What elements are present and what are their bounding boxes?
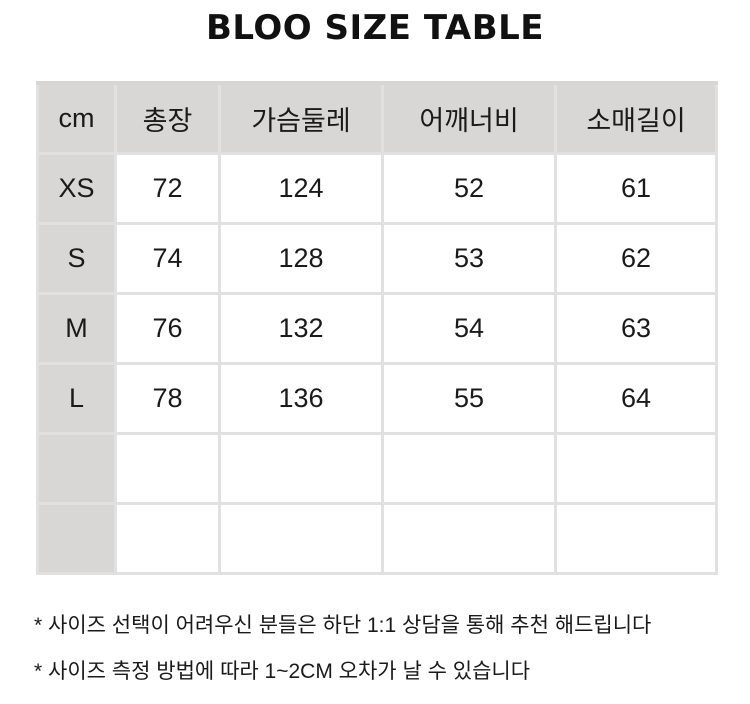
measurement-cell: 63 [554,292,718,365]
size-label-cell [36,502,117,575]
measurement-cell [218,502,384,575]
measurement-cell: 62 [554,222,718,295]
table-row: L 78 136 55 64 [36,362,718,435]
measurement-cell: 72 [114,152,221,225]
header-cell: 소매길이 [554,81,718,155]
table-row [36,432,718,505]
measurement-cell: 78 [114,362,221,435]
measurement-cell: 64 [554,362,718,435]
header-cell: cm [36,81,117,155]
size-label-cell: S [36,222,117,295]
header-cell: 가슴둘레 [218,81,384,155]
note-measurement-error: * 사이즈 측정 방법에 따라 1~2CM 오차가 날 수 있습니다 [34,660,531,683]
measurement-cell [218,432,384,505]
table-row: S 74 128 53 62 [36,222,718,295]
table-row: M 76 132 54 63 [36,292,718,365]
table-header-row: cm 총장 가슴둘레 어깨너비 소매길이 [36,81,718,155]
notes: * 사이즈 선택이 어려우신 분들은 하단 1:1 상담을 통해 추천 해드립니… [34,612,651,704]
size-label-cell: XS [36,152,117,225]
measurement-cell [554,432,718,505]
measurement-cell: 76 [114,292,221,365]
measurement-cell [114,432,221,505]
page-title: BLOO SIZE TABLE [205,8,545,48]
size-table: cm 총장 가슴둘레 어깨너비 소매길이 XS 72 124 52 61 S 74 128 53… [36,81,718,575]
header-cell: 총장 [114,81,221,155]
measurement-cell [114,502,221,575]
measurement-cell: 61 [554,152,718,225]
size-label-cell: L [36,362,117,435]
size-label-cell: M [36,292,117,365]
header-cell: 어깨너비 [381,81,557,155]
measurement-cell: 128 [218,222,384,295]
measurement-cell: 55 [381,362,557,435]
table-row [36,502,718,575]
measurement-cell: 53 [381,222,557,295]
measurement-cell: 54 [381,292,557,365]
measurement-cell [554,502,718,575]
table-row: XS 72 124 52 61 [36,152,718,225]
measurement-cell: 52 [381,152,557,225]
measurement-cell [381,432,557,505]
measurement-cell: 132 [218,292,384,365]
note-recommendation: * 사이즈 선택이 어려우신 분들은 하단 1:1 상담을 통해 추천 해드립니… [34,614,652,637]
measurement-cell: 74 [114,222,221,295]
measurement-cell: 136 [218,362,384,435]
size-label-cell [36,432,117,505]
measurement-cell: 124 [218,152,384,225]
measurement-cell [381,502,557,575]
